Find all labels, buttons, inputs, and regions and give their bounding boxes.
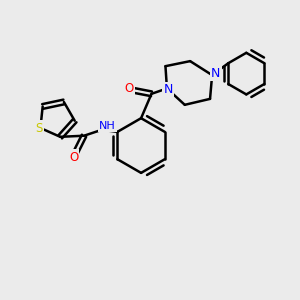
Text: O: O xyxy=(125,82,134,95)
Text: N: N xyxy=(164,83,173,97)
Text: N: N xyxy=(211,67,220,80)
Text: S: S xyxy=(35,122,43,134)
Text: NH: NH xyxy=(99,121,116,131)
Text: O: O xyxy=(69,151,78,164)
